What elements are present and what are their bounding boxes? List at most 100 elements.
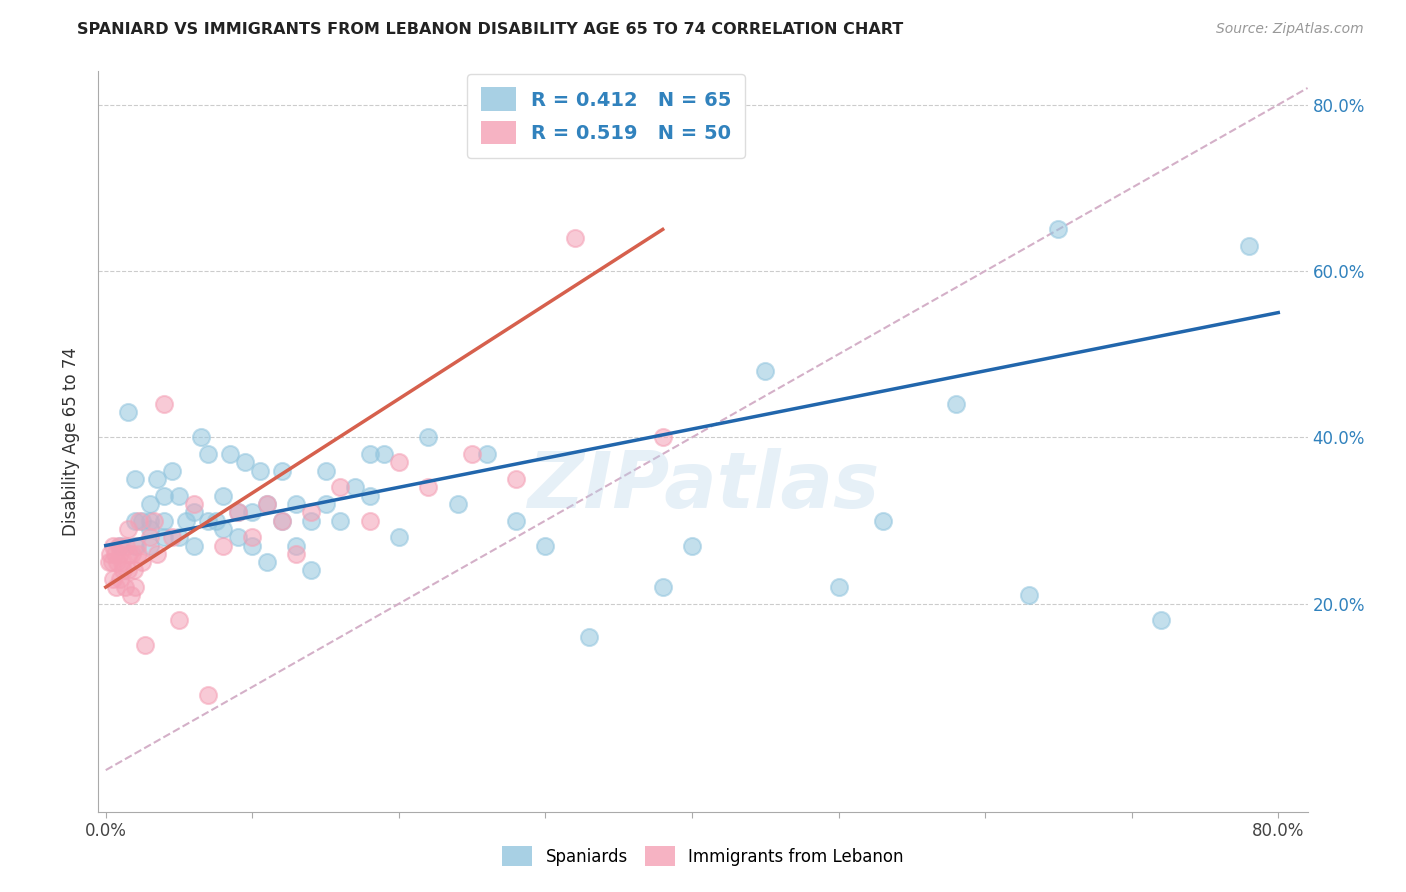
Point	[153, 397, 176, 411]
Legend: Spaniards, Immigrants from Lebanon: Spaniards, Immigrants from Lebanon	[494, 838, 912, 875]
Point	[418, 430, 440, 444]
Point	[359, 489, 381, 503]
Point	[197, 514, 219, 528]
Point	[167, 489, 190, 503]
Point	[240, 539, 263, 553]
Point	[343, 480, 366, 494]
Text: Source: ZipAtlas.com: Source: ZipAtlas.com	[1216, 22, 1364, 37]
Point	[651, 430, 673, 444]
Point	[1047, 222, 1070, 236]
Point	[212, 522, 235, 536]
Point	[329, 514, 352, 528]
Point	[143, 514, 166, 528]
Point	[112, 564, 135, 578]
Point	[98, 547, 121, 561]
Point	[256, 497, 278, 511]
Point	[197, 447, 219, 461]
Point	[183, 505, 205, 519]
Point	[153, 514, 176, 528]
Point	[183, 539, 205, 553]
Point	[121, 547, 143, 561]
Point	[146, 472, 169, 486]
Point	[138, 522, 160, 536]
Point	[534, 539, 557, 553]
Y-axis label: Disability Age 65 to 74: Disability Age 65 to 74	[62, 347, 80, 536]
Legend: R = 0.412   N = 65, R = 0.519   N = 50: R = 0.412 N = 65, R = 0.519 N = 50	[467, 74, 745, 158]
Point	[131, 555, 153, 569]
Point	[315, 497, 337, 511]
Point	[167, 614, 190, 628]
Point	[827, 580, 849, 594]
Point	[128, 514, 150, 528]
Point	[373, 447, 395, 461]
Point	[299, 514, 322, 528]
Point	[945, 397, 967, 411]
Text: ZIPatlas: ZIPatlas	[527, 448, 879, 524]
Point	[270, 514, 292, 528]
Point	[219, 447, 242, 461]
Point	[160, 464, 183, 478]
Point	[138, 539, 160, 553]
Point	[101, 539, 124, 553]
Point	[299, 564, 322, 578]
Point	[124, 580, 146, 594]
Point	[204, 514, 226, 528]
Point	[115, 539, 138, 553]
Point	[285, 539, 308, 553]
Point	[240, 530, 263, 544]
Point	[118, 547, 141, 561]
Point	[117, 405, 139, 419]
Point	[240, 505, 263, 519]
Point	[153, 530, 176, 544]
Point	[167, 530, 190, 544]
Point	[226, 505, 249, 519]
Point	[100, 555, 122, 569]
Point	[505, 514, 527, 528]
Point	[872, 514, 894, 528]
Point	[160, 530, 183, 544]
Point	[138, 530, 160, 544]
Point	[105, 580, 128, 594]
Point	[117, 564, 139, 578]
Point	[446, 497, 468, 511]
Point	[111, 555, 134, 569]
Point	[124, 539, 146, 553]
Point	[146, 547, 169, 561]
Point	[233, 455, 256, 469]
Point	[256, 497, 278, 511]
Point	[285, 547, 308, 561]
Point	[388, 455, 411, 469]
Point	[329, 480, 352, 494]
Point	[681, 539, 703, 553]
Point	[110, 539, 132, 553]
Point	[138, 514, 160, 528]
Point	[107, 555, 129, 569]
Point	[212, 539, 235, 553]
Point	[1150, 614, 1173, 628]
Point	[578, 630, 600, 644]
Point	[249, 464, 271, 478]
Point	[226, 530, 249, 544]
Point	[754, 364, 776, 378]
Point	[131, 514, 153, 528]
Text: SPANIARD VS IMMIGRANTS FROM LEBANON DISABILITY AGE 65 TO 74 CORRELATION CHART: SPANIARD VS IMMIGRANTS FROM LEBANON DISA…	[77, 22, 904, 37]
Point	[124, 472, 146, 486]
Point	[190, 430, 212, 444]
Point	[97, 555, 120, 569]
Point	[651, 580, 673, 594]
Point	[1237, 239, 1260, 253]
Point	[134, 638, 156, 652]
Point	[212, 489, 235, 503]
Point	[256, 555, 278, 569]
Point	[110, 547, 132, 561]
Point	[114, 580, 136, 594]
Point	[197, 688, 219, 702]
Point	[103, 547, 125, 561]
Point	[1018, 589, 1040, 603]
Point	[564, 231, 586, 245]
Point	[270, 464, 292, 478]
Point	[505, 472, 527, 486]
Point	[153, 489, 176, 503]
Point	[183, 497, 205, 511]
Point	[359, 447, 381, 461]
